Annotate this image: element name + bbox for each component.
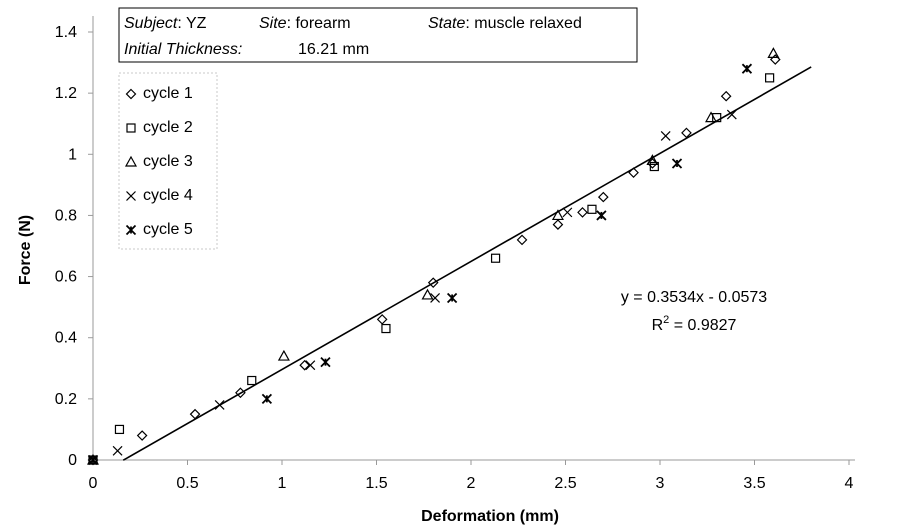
point-cycle-1-7 [427, 277, 439, 289]
legend-label-cycle-2: cycle 2 [143, 119, 193, 136]
site-value: : forearm [287, 15, 351, 32]
point-cycle-3-5 [646, 154, 659, 165]
point-cycle-4-2 [112, 445, 123, 456]
legend-marker-cycle-3 [124, 155, 138, 167]
y-tick-label: 1.4 [55, 24, 77, 41]
point-cycle-5-3 [320, 357, 331, 368]
point-cycle-1-10 [577, 207, 588, 218]
info-box: Subject: YZ Site: forearm State: muscle … [118, 7, 638, 63]
r2-superscript: 2 [663, 314, 669, 326]
x-tick-label: 1.5 [365, 475, 387, 492]
ticks-layer: 0 0.5 1 1.5 2 2.5 3 3.5 4 0 0.2 0.4 0.6 0.8 1 1.2 1.4 [55, 24, 854, 492]
r2-prefix: R [652, 317, 664, 334]
legend-label-cycle-5: cycle 5 [143, 221, 193, 238]
point-cycle-4-3 [214, 400, 225, 410]
y-tick-label: 0.8 [55, 207, 77, 224]
point-cycle-4-7 [660, 131, 671, 141]
state-value: : muscle relaxed [465, 15, 582, 32]
point-cycle-1-12 [628, 167, 639, 178]
point-cycle-3-3 [421, 288, 434, 300]
info-line-2: Initial Thickness: 16.21 mm [124, 41, 369, 58]
point-cycle-2-7 [649, 161, 659, 172]
point-cycle-1-9 [552, 219, 564, 230]
point-cycle-2-3 [247, 375, 257, 386]
point-cycle-3-7 [767, 47, 780, 59]
point-cycle-1-14 [681, 127, 692, 139]
points-layer [86, 47, 781, 466]
point-cycle-1-8 [516, 234, 528, 246]
point-cycle-5-2 [261, 393, 273, 404]
legend-label-cycle-3: cycle 3 [143, 153, 193, 170]
y-tick-label: 0.4 [55, 330, 77, 347]
point-cycle-1-5 [299, 359, 311, 371]
x-tick-label: 0.5 [176, 475, 198, 492]
point-cycle-1-4 [235, 387, 246, 399]
trendline [122, 66, 812, 461]
trendline-r2: R2 = 0.9827 [652, 314, 737, 334]
point-cycle-4-4 [305, 360, 316, 371]
point-cycle-2-2 [114, 424, 125, 435]
legend-marker-cycle-5 [125, 224, 137, 236]
thickness-value: 16.21 mm [298, 41, 369, 58]
point-cycle-2-6 [587, 204, 597, 214]
trendline-equation: y = 0.3534x - 0.0573 [621, 289, 767, 306]
point-cycle-1-2 [136, 430, 148, 441]
point-cycle-4-6 [562, 207, 573, 218]
legend: cycle 1 cycle 2 cycle 3 cycle 4 cycle 5 [118, 72, 218, 250]
y-tick-label: 0 [68, 452, 77, 469]
y-tick-label: 1.2 [55, 85, 77, 102]
point-cycle-3-6 [705, 111, 718, 123]
point-cycle-4-8 [726, 109, 737, 120]
legend-frame [118, 72, 218, 250]
x-tick-label: 4 [845, 475, 854, 492]
subject-label: Subject [124, 15, 178, 32]
point-cycle-5-7 [741, 63, 753, 74]
y-tick-label: 0.6 [55, 269, 77, 286]
point-cycle-1-15 [720, 90, 732, 102]
site-label: Site [259, 15, 287, 32]
x-tick-label: 3.5 [743, 475, 765, 492]
point-cycle-5-6 [671, 158, 683, 169]
x-axis-title: Deformation (mm) [421, 508, 559, 525]
point-cycle-3-2 [277, 349, 290, 361]
point-cycle-3-4 [551, 209, 564, 221]
x-tick-label: 0 [89, 475, 98, 492]
x-tick-label: 2.5 [554, 475, 576, 492]
legend-label-cycle-1: cycle 1 [143, 85, 193, 102]
legend-label-cycle-4: cycle 4 [143, 187, 193, 204]
state-label: State [428, 15, 465, 32]
point-cycle-3-1 [86, 453, 100, 465]
y-tick-label: 0.2 [55, 391, 77, 408]
point-cycle-1-16 [769, 54, 781, 65]
y-tick-label: 1 [68, 146, 77, 163]
info-line-1: Subject: YZ Site: forearm State: muscle … [124, 15, 582, 32]
thickness-label: Initial Thickness: [124, 41, 242, 58]
subject-value: : YZ [177, 15, 206, 32]
point-cycle-4-5 [430, 293, 441, 303]
point-cycle-2-9 [765, 73, 775, 83]
point-cycle-1-3 [189, 408, 201, 420]
point-cycle-5-1 [87, 454, 99, 466]
y-axis-title: Force (N) [17, 215, 34, 285]
point-cycle-5-4 [446, 292, 458, 304]
point-cycle-2-4 [381, 323, 391, 334]
x-tick-label: 3 [656, 475, 665, 492]
legend-marker-cycle-2 [126, 123, 136, 133]
trendline-layer [122, 66, 812, 461]
x-tick-label: 1 [278, 475, 287, 492]
x-tick-label: 2 [467, 475, 476, 492]
info-box-frame [118, 7, 638, 63]
legend-marker-cycle-4 [126, 191, 136, 201]
r2-value: = 0.9827 [669, 317, 736, 334]
point-cycle-2-5 [490, 253, 501, 263]
legend-marker-cycle-1 [125, 88, 137, 100]
point-cycle-1-11 [597, 191, 609, 203]
point-cycle-1-6 [376, 314, 388, 325]
point-cycle-5-5 [596, 210, 607, 221]
